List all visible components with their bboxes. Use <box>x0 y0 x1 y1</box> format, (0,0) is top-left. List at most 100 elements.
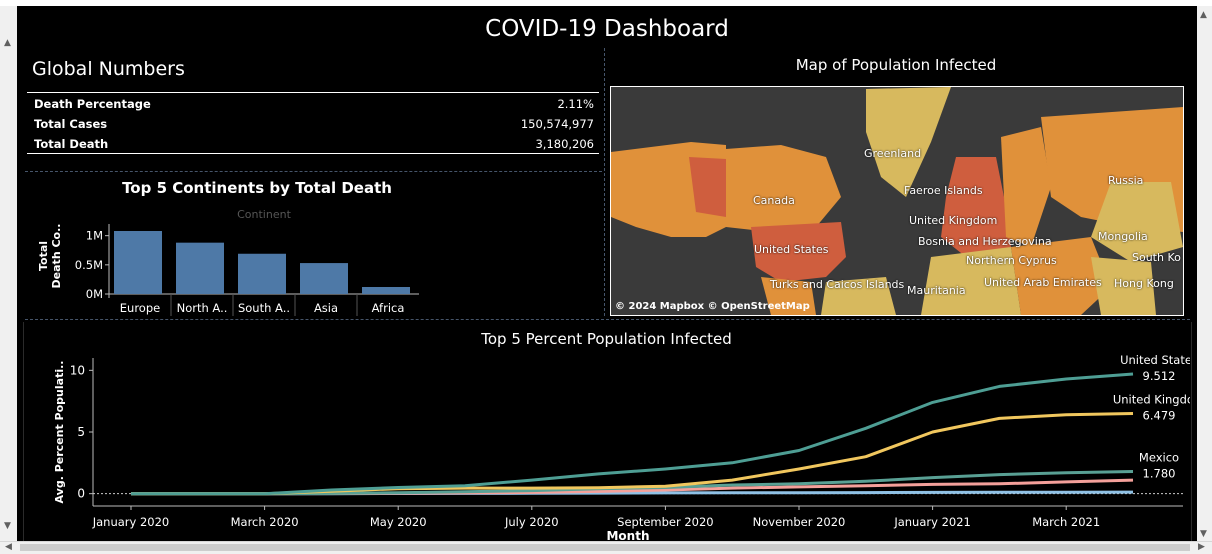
middle-east-shape[interactable] <box>1011 237 1111 315</box>
bar <box>300 263 348 294</box>
table-row: Total Cases 150,574,977 <box>27 114 599 134</box>
line-x-tick-label: July 2020 <box>504 515 559 529</box>
map-label: Greenland <box>864 147 922 160</box>
map-label: Bosnia and Herzegovina <box>918 235 1052 248</box>
map-title: Map of Population Infected <box>795 56 997 74</box>
caribbean-shape[interactable] <box>821 277 896 315</box>
europe-east-shape[interactable] <box>1001 127 1051 247</box>
table-row: Total Death 3,180,206 <box>27 134 599 154</box>
window-top-strip <box>0 0 1212 6</box>
bottom-scrollbar[interactable]: ◀ ▶ <box>0 541 1212 554</box>
table-bottom-rule <box>27 153 599 154</box>
map-label: United States <box>754 243 829 256</box>
africa-shape[interactable] <box>921 247 1021 315</box>
map-shapes <box>611 87 1183 315</box>
line-chart-panel <box>23 322 1192 541</box>
mexico-shape[interactable] <box>761 277 816 315</box>
scroll-down-right-icon[interactable]: ▼ <box>1200 529 1207 539</box>
map-label: Russia <box>1108 174 1144 187</box>
row-value: 2.11% <box>557 97 594 111</box>
line-y-tick-label: 5 <box>77 425 85 439</box>
right-scrollbar[interactable]: ▲ ▼ <box>1197 6 1212 541</box>
series-name-label: Mexico <box>1139 450 1179 464</box>
map-label: Mauritania <box>907 284 966 297</box>
bar <box>238 253 286 294</box>
line-x-tick-label: January 2020 <box>92 515 170 529</box>
row-value: 150,574,977 <box>520 117 594 131</box>
bar-category-label: Europe <box>120 301 160 315</box>
scroll-right-icon[interactable]: ▶ <box>1198 542 1205 552</box>
region-high[interactable] <box>689 157 726 217</box>
scroll-up-icon[interactable]: ▲ <box>4 38 11 48</box>
series-value-label: 6.479 <box>1143 409 1176 423</box>
line-y-tick-label: 0 <box>77 487 85 501</box>
bar-tick-label: 0.5M <box>75 258 103 272</box>
bar-chart-title: Top 5 Continents by Total Death <box>122 179 392 197</box>
table-row: Death Percentage 2.11% <box>27 94 599 114</box>
china-shape[interactable] <box>1091 182 1183 262</box>
bar-y-label: TotalDeath Co.. <box>37 224 63 289</box>
global-numbers-title: Global Numbers <box>32 58 185 80</box>
bar-y-label-line: Death Co.. <box>50 224 63 289</box>
line-chart-title: Top 5 Percent Population Infected <box>481 330 732 348</box>
europe-west-shape[interactable] <box>941 157 1011 257</box>
scroll-up-right-icon[interactable]: ▲ <box>1200 10 1207 20</box>
map-label: South Ko <box>1132 251 1181 264</box>
canada-shape[interactable] <box>726 145 841 232</box>
table-top-rule <box>27 92 599 93</box>
scroll-left-icon[interactable]: ◀ <box>5 542 12 552</box>
series-value-label: 1.780 <box>1143 466 1176 480</box>
bar-header: Continent <box>237 208 291 221</box>
section-divider <box>25 319 1190 320</box>
row-value: 3,180,206 <box>535 137 594 151</box>
map-attribution[interactable]: © 2024 Mapbox © OpenStreetMap <box>615 301 810 312</box>
row-label: Total Death <box>34 137 109 151</box>
map-label: Canada <box>753 194 795 207</box>
line-x-tick-label: May 2020 <box>370 515 427 529</box>
line-chart: 0 5 10 Avg. Percent Populati.. January 2020 M… <box>53 353 1190 541</box>
line-x-label: Month <box>606 529 649 541</box>
map-label: Mongolia <box>1098 230 1148 243</box>
section-divider <box>25 171 602 172</box>
line-y-tick-label: 10 <box>70 363 85 377</box>
bar-tick-label: 1M <box>86 229 103 243</box>
scroll-thumb[interactable] <box>20 544 1190 551</box>
line-y-label: Avg. Percent Populati.. <box>53 361 66 504</box>
line-x-tick-label: March 2020 <box>231 515 299 529</box>
series-value-label: 9.512 <box>1143 369 1176 383</box>
bar-tick-label: 0M <box>86 287 103 301</box>
row-label: Total Cases <box>34 117 108 131</box>
series-line <box>131 412 1134 496</box>
series-line <box>131 372 1134 496</box>
line-x-tick-label: November 2020 <box>753 515 846 529</box>
scroll-down-icon[interactable]: ▼ <box>4 521 11 531</box>
bar-category-label: Africa <box>372 301 405 315</box>
series-name-label: United Kingdom <box>1113 393 1190 407</box>
series-name-label: United States <box>1120 353 1190 367</box>
bar-category-label: South A.. <box>238 301 290 315</box>
map-label: Hong Kong <box>1114 277 1174 290</box>
map-label: Turks and Caicos Islands <box>770 278 905 291</box>
section-divider-vertical <box>604 48 605 316</box>
bar <box>114 231 162 294</box>
south-asia-shape[interactable] <box>1091 257 1156 315</box>
line-x-tick-label: September 2020 <box>617 515 714 529</box>
united-states-shape[interactable] <box>751 222 846 282</box>
map-label: Northern Cyprus <box>966 254 1057 267</box>
bar <box>176 242 224 294</box>
left-scrollbar[interactable]: ▲ ▼ <box>0 6 18 541</box>
line-x-tick-label: March 2021 <box>1032 515 1100 529</box>
dashboard-title: COVID-19 Dashboard <box>485 16 729 42</box>
greenland-shape[interactable] <box>866 87 951 197</box>
dashboard: COVID-19 Dashboard Global Numbers Death … <box>17 6 1197 541</box>
bar-category-label: North A.. <box>177 301 228 315</box>
line-x-tick-label: January 2021 <box>893 515 971 529</box>
bar-category-label: Asia <box>314 301 338 315</box>
map-label: United Kingdom <box>909 214 998 227</box>
bar <box>362 287 410 294</box>
bar-chart: Continent 0M 0.5M 1M TotalDeath Co.. Europe No… <box>37 208 419 316</box>
bar-y-label-line: Total <box>37 241 50 271</box>
map-label: Faeroe Islands <box>904 184 983 197</box>
map-label: United Arab Emirates <box>984 276 1102 289</box>
population-infected-map[interactable]: Greenland Faeroe Islands Russia Canada U… <box>610 86 1184 316</box>
